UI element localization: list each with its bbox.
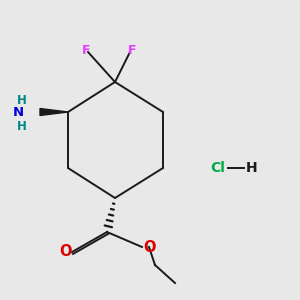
Text: O: O <box>143 239 155 254</box>
Text: F: F <box>82 44 90 56</box>
Text: N: N <box>12 106 24 119</box>
Text: H: H <box>17 94 27 106</box>
Text: H: H <box>17 119 27 133</box>
Text: F: F <box>128 44 136 56</box>
Text: O: O <box>59 244 71 260</box>
Polygon shape <box>40 109 68 116</box>
Text: H: H <box>246 161 258 175</box>
Text: Cl: Cl <box>211 161 225 175</box>
